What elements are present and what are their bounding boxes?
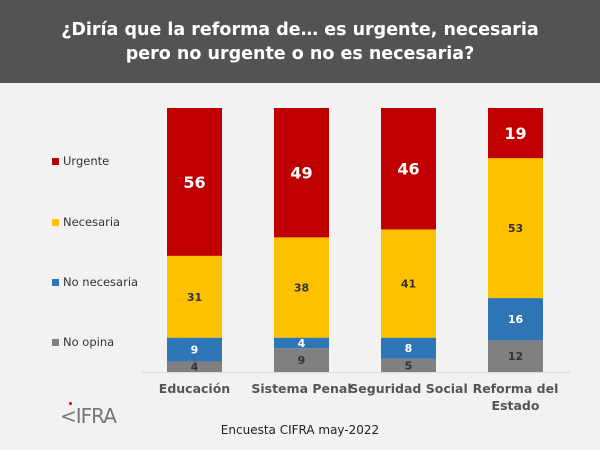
data-label: 31	[187, 291, 202, 304]
bar-segment	[488, 108, 543, 159]
bar-segment	[274, 348, 329, 372]
bar-segment	[167, 337, 222, 362]
cifra-logo: <IFRA	[60, 402, 117, 428]
data-label: 12	[508, 350, 523, 363]
bar-segment	[274, 108, 329, 238]
bar-segment	[488, 298, 543, 341]
data-label: 46	[397, 160, 419, 179]
bar-segment	[381, 358, 436, 372]
bar-segment	[488, 158, 543, 299]
data-label: 8	[405, 342, 413, 355]
bar-segment	[274, 237, 329, 338]
legend-swatch	[52, 279, 59, 286]
bar-segment	[381, 229, 436, 338]
bar-segment	[167, 108, 222, 256]
data-label: 38	[294, 282, 309, 295]
legend-swatch	[52, 339, 59, 346]
data-label: 16	[508, 313, 524, 326]
bar-segment	[488, 340, 543, 372]
category-label: Sistema Penal	[251, 381, 351, 396]
legend-label: No opina	[63, 335, 114, 349]
legend-label: No necesaria	[63, 275, 138, 289]
legend-swatch	[52, 158, 59, 165]
legend-swatch	[52, 219, 59, 226]
data-label: 9	[298, 354, 306, 367]
chart-title: ¿Diría que la reforma de… es urgente, ne…	[61, 19, 539, 64]
data-label: 5	[405, 359, 413, 372]
category-label: Estado	[492, 398, 540, 413]
legend-label: Urgente	[63, 154, 109, 168]
source-note: Encuesta CIFRA may-2022	[220, 423, 380, 437]
category-label: Educación	[159, 381, 230, 396]
bar-segment	[381, 337, 436, 359]
bar-segment	[274, 337, 329, 349]
data-label: 4	[191, 361, 199, 374]
data-label: 53	[508, 222, 523, 235]
legend-label: Necesaria	[63, 215, 120, 229]
data-label: 19	[504, 124, 526, 143]
data-label: 4	[298, 337, 306, 350]
title-bar: ¿Diría que la reforma de… es urgente, ne…	[0, 0, 600, 83]
bar-segment	[167, 255, 222, 338]
bar-segment	[381, 108, 436, 230]
category-label: Seguridad Social	[349, 381, 467, 396]
bar-segment	[167, 361, 222, 372]
data-label: 9	[191, 344, 199, 357]
category-label: Reforma del	[473, 381, 559, 396]
data-label: 49	[290, 164, 312, 183]
data-label: 41	[401, 278, 416, 291]
data-label: 56	[183, 173, 205, 192]
